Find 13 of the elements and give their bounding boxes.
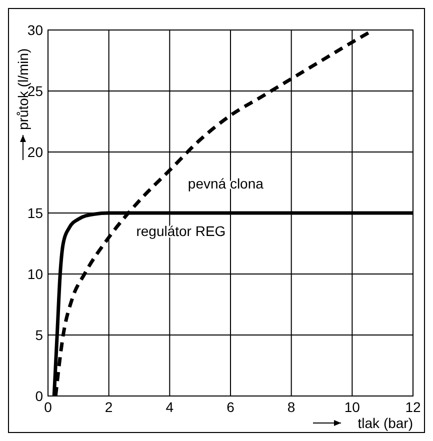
y-tick-label: 30: [27, 22, 44, 38]
x-tick-label: 8: [287, 399, 296, 415]
x-tick-label: 12: [405, 399, 421, 415]
y-tick-label: 10: [27, 266, 44, 282]
y-tick-label: 0: [35, 388, 44, 404]
x-tick-label: 4: [166, 399, 174, 415]
y-tick-label: 5: [35, 327, 44, 343]
y-tick-label: 15: [27, 205, 44, 221]
x-tick-label: 2: [104, 399, 113, 415]
x-tick-label: 6: [226, 399, 235, 415]
x-tick-label: 10: [344, 399, 360, 415]
y-tick-label: 20: [27, 144, 44, 160]
x-axis-title: tlak (bar): [358, 415, 413, 431]
